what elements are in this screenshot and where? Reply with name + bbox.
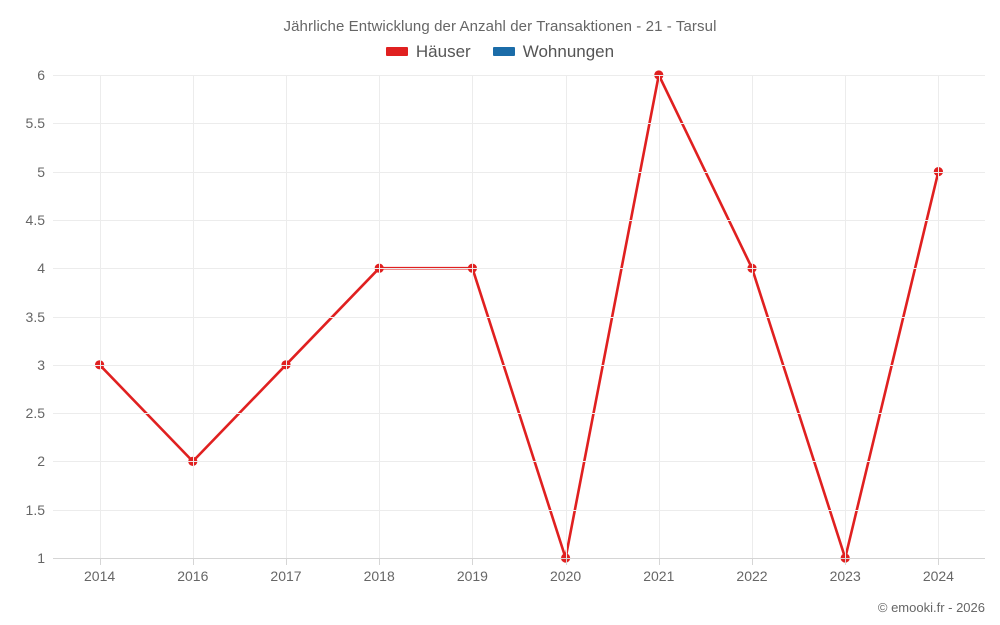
gridline-vertical [472,75,474,558]
gridline-vertical [192,75,194,558]
legend-label-hauser: Häuser [415,42,471,61]
legend-item-hauser[interactable]: Häuser [385,42,471,61]
y-axis-tick-label: 1 [37,550,45,566]
x-axis-tick [938,558,940,565]
y-axis-tick-label: 5 [37,163,45,180]
x-axis-tick [379,558,381,565]
gridline-horizontal [53,461,985,463]
x-axis-tick-label: 2023 [829,568,861,584]
x-axis-tick-label: 2021 [643,568,675,584]
gridline-horizontal [53,75,985,76]
chart-legend: Häuser Wohnungen [0,43,1000,60]
y-axis-tick-label: 1.5 [25,501,45,518]
gridline-horizontal [53,413,985,415]
x-axis-tick [99,558,101,565]
y-axis-tick-label: 4.5 [25,211,45,228]
x-axis-tick-label: 2019 [456,568,488,584]
y-axis-tick-label: 2 [37,453,45,470]
x-axis-tick-label: 2020 [550,568,582,584]
x-axis-tick [752,558,753,565]
x-axis-tick-label: 2022 [736,568,768,584]
x-axis-tick [286,558,287,565]
y-axis-tick-label: 3 [37,356,45,373]
gridline-horizontal [53,219,985,221]
x-axis-tick-label: 2017 [270,568,302,584]
x-axis-tick-label: 2018 [363,568,395,584]
x-axis-line [53,558,985,559]
x-axis-tick-label: 2016 [177,568,209,584]
legend-label-wohnungen: Wohnungen [522,42,615,61]
x-axis-tick-label: 2014 [84,568,116,584]
gridline-vertical [286,75,287,558]
gridline-vertical [658,75,660,558]
legend-swatch-hauser [385,47,408,56]
x-axis-tick [565,558,567,565]
y-axis-tick-label: 6 [37,67,45,83]
x-axis-tick [845,558,847,565]
x-axis-tick [658,558,660,565]
gridline-horizontal [53,268,985,270]
credit-text: © emooki.fr - 2026 [877,600,985,615]
gridline-horizontal [53,364,985,366]
y-axis-labels: 1 1.5 2 2.5 3 3.5 4 4.5 5 5.5 6 [0,0,45,625]
gridline-vertical [845,75,847,558]
x-axis-tick [472,558,474,565]
x-axis-tick [192,558,194,565]
gridline-horizontal [53,509,985,511]
gridline-vertical [938,75,940,558]
legend-item-wohnungen[interactable]: Wohnungen [492,42,615,61]
x-axis-tick-label: 2024 [922,568,954,584]
gridline-vertical [752,75,753,558]
y-axis-tick-label: 2.5 [25,405,45,422]
y-axis-tick-label: 3.5 [25,308,45,325]
y-axis-tick-label: 4 [37,260,45,277]
gridline-vertical [379,75,381,558]
gridline-horizontal [53,171,985,173]
gridline-horizontal [53,316,985,318]
gridline-vertical [99,75,101,558]
gridline-vertical [565,75,567,558]
plot-area [53,70,985,563]
y-axis-tick-label: 5.5 [25,115,45,132]
chart-title: Jährliche Entwicklung der Anzahl der Tra… [283,18,717,35]
legend-swatch-wohnungen [492,47,515,56]
gridline-horizontal [53,123,985,125]
